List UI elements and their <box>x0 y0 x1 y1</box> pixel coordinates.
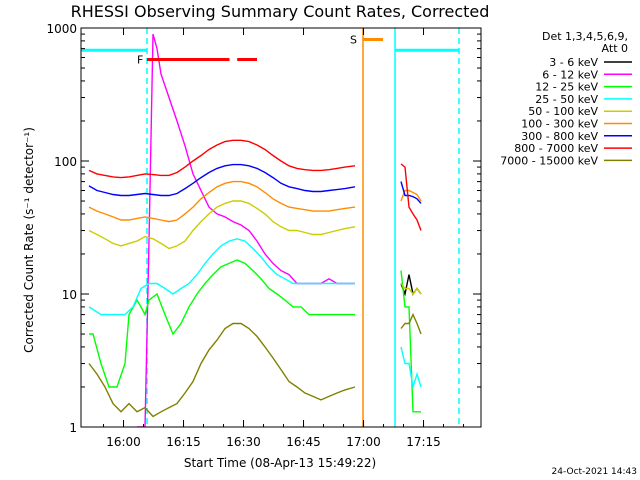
series-line-1-seg-0 <box>137 33 355 427</box>
legend-header-0: Det 1,3,4,5,6,9, <box>542 30 628 43</box>
footer-timestamp: 24-Oct-2021 14:43 <box>552 467 637 477</box>
x-tick-label-5: 17:15 <box>406 435 441 449</box>
y-tick-label-3: 1000 <box>46 22 77 36</box>
legend-label-6: 300 - 800 keV <box>521 130 598 143</box>
series-line-4-seg-0 <box>88 200 356 250</box>
y-tick-label-0: 1 <box>69 421 77 435</box>
plot-clip-group <box>81 28 460 427</box>
x-tick-label-2: 16:30 <box>226 435 261 449</box>
series-line-2-seg-0 <box>89 259 355 388</box>
series-line-4-seg-1 <box>400 283 422 296</box>
legend-header-1: Att 0 <box>602 42 628 55</box>
series-line-8-seg-0 <box>88 322 356 418</box>
series-line-7-seg-1 <box>400 163 422 231</box>
annotation-saa: S <box>350 33 383 46</box>
x-tick-label-3: 16:45 <box>286 435 321 449</box>
y-tick-label-2: 100 <box>54 155 77 169</box>
legend-label-5: 100 - 300 keV <box>521 118 598 131</box>
series-line-2-seg-1 <box>400 270 421 413</box>
legend-label-0: 3 - 6 keV <box>549 56 598 69</box>
saa-label: S <box>350 33 357 46</box>
series-line-3-seg-1 <box>400 346 422 388</box>
series-line-5-seg-0 <box>88 180 356 223</box>
x-tick-label-0: 16:00 <box>106 435 141 449</box>
series-line-8-seg-1 <box>400 312 422 335</box>
series-line-7-seg-0 <box>88 139 356 179</box>
legend-label-2: 12 - 25 keV <box>535 81 598 94</box>
plot-area: FS <box>81 28 460 427</box>
series-line-6-seg-1 <box>400 181 422 204</box>
annotation-flare: F <box>137 53 257 66</box>
y-axis-label: Corrected Count Rate (s⁻¹ detector⁻¹) <box>22 127 36 353</box>
series-line-6-seg-0 <box>88 163 356 197</box>
x-axis: 16:00 16:15 16:30 16:45 17:00 17:15 <box>103 28 465 449</box>
y-axis: 1 10 100 1000 <box>46 22 481 435</box>
chart-title: RHESSI Observing Summary Count Rates, Co… <box>71 2 490 21</box>
legend-label-1: 6 - 12 keV <box>542 68 598 81</box>
legend-label-8: 7000 - 15000 keV <box>500 154 598 167</box>
legend-label-3: 25 - 50 keV <box>535 93 598 106</box>
x-tick-label-1: 16:15 <box>166 435 201 449</box>
y-tick-label-1: 10 <box>62 288 77 302</box>
plot-frame <box>80 27 482 428</box>
x-tick-label-4: 17:00 <box>346 435 381 449</box>
x-axis-label: Start Time (08-Apr-13 15:49:22) <box>184 456 376 470</box>
legend-label-4: 50 - 100 keV <box>528 105 598 118</box>
flare-label: F <box>137 53 143 66</box>
series-line-3-seg-0 <box>88 238 355 316</box>
legend-label-7: 800 - 7000 keV <box>514 142 598 155</box>
